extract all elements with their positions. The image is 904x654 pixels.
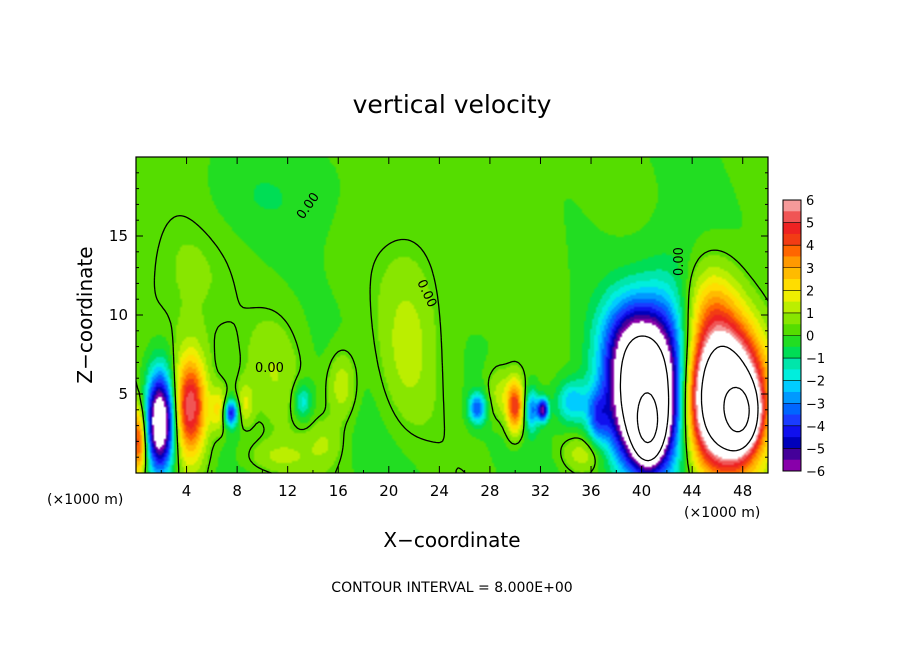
colorbar-swatch	[783, 448, 801, 461]
y-axis-label: Z−coordinate	[73, 246, 97, 383]
x-tick-label: 36	[581, 482, 600, 500]
chart-title: vertical velocity	[353, 90, 552, 119]
contour-line	[700, 345, 759, 452]
x-tick-label: 48	[733, 482, 752, 500]
plot-area	[135, 156, 769, 474]
colorbar-label: −4	[806, 420, 825, 435]
x-tick-label: 28	[480, 482, 499, 500]
x-tick-label: 24	[430, 482, 449, 500]
contour-label: 0.00	[672, 247, 687, 276]
colorbar-label: 4	[806, 239, 814, 254]
colorbar-swatch	[783, 222, 801, 235]
x-tick-label: 8	[232, 482, 242, 500]
y-tick-labels: 5 10 15	[109, 227, 128, 403]
colorbar-swatch	[783, 267, 801, 280]
colorbar-label: 6	[806, 194, 814, 209]
colorbar-swatch	[783, 403, 801, 415]
colorbar-swatch	[783, 335, 801, 348]
x-unit-label-right: (×1000 m)	[684, 505, 760, 521]
colorbar-swatch	[783, 200, 801, 212]
colorbar-swatch	[783, 391, 801, 404]
colorbar-label: −2	[806, 375, 825, 390]
heatmap-field	[136, 157, 768, 473]
contour-line	[135, 214, 769, 474]
colorbar-label: 5	[806, 217, 814, 232]
colorbar-swatch	[783, 256, 801, 269]
x-tick-label: 44	[683, 482, 702, 500]
colorbar-swatch	[783, 425, 801, 438]
x-tick-label: 40	[632, 482, 651, 500]
colorbar-swatch	[783, 346, 801, 359]
colorbar-swatch	[783, 233, 801, 246]
axis-ticks	[136, 157, 768, 473]
colorbar-swatch	[783, 437, 801, 449]
x-unit-label-left: (×1000 m)	[47, 492, 123, 508]
x-tick-label: 20	[379, 482, 398, 500]
colorbar-swatch	[783, 414, 801, 427]
contour-line	[619, 335, 670, 462]
x-tick-label: 12	[278, 482, 297, 500]
colorbar-swatch	[783, 211, 801, 223]
colorbar-swatch	[783, 312, 801, 325]
y-tick-label: 10	[109, 306, 128, 324]
colorbar	[782, 199, 802, 472]
colorbar-label: −1	[806, 352, 825, 367]
x-tick-labels: 4 8 12 16 20 24 28 32 36 40 44 48	[182, 482, 752, 500]
colorbar-label: 2	[806, 284, 814, 299]
colorbar-swatch	[783, 279, 801, 291]
contour-line	[636, 392, 659, 444]
contour-lines	[135, 214, 769, 474]
colorbar-swatch	[783, 358, 801, 370]
colorbar-label: −6	[806, 465, 825, 480]
colorbar-label: 1	[806, 307, 814, 322]
colorbar-label: 3	[806, 262, 814, 277]
colorbar-label: −3	[806, 397, 825, 412]
colorbar-swatch	[783, 380, 801, 393]
contour-interval-note: CONTOUR INTERVAL = 8.000E+00	[331, 580, 572, 596]
colorbar-swatch	[783, 290, 801, 303]
contour-line	[723, 386, 750, 433]
x-tick-label: 16	[329, 482, 348, 500]
colorbar-label: 0	[806, 330, 814, 345]
x-axis-label: X−coordinate	[383, 528, 520, 552]
x-tick-label: 4	[182, 482, 192, 500]
colorbar-swatch	[783, 369, 801, 382]
colorbar-swatch	[783, 459, 801, 472]
x-tick-label: 32	[531, 482, 550, 500]
colorbar-label: −5	[806, 442, 825, 457]
y-tick-label: 15	[109, 227, 128, 245]
colorbar-swatch	[783, 245, 801, 257]
colorbar-labels: 6 5 4 3 2 1 0 −1 −2 −3 −4 −5 −6	[806, 194, 825, 480]
y-tick-label: 5	[118, 385, 128, 403]
contour-label: 0.00	[255, 361, 284, 376]
colorbar-swatch	[783, 301, 801, 314]
colorbar-swatch	[783, 324, 801, 336]
